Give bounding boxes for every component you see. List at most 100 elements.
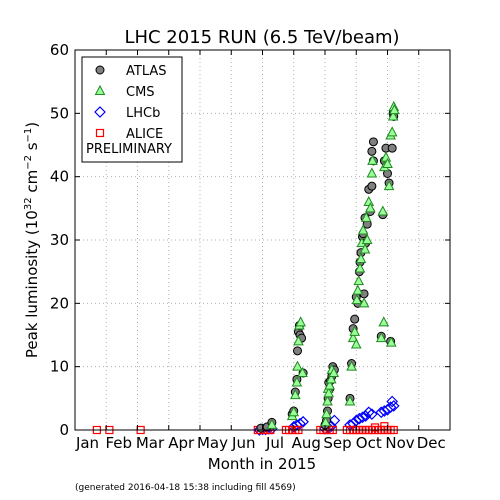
x-tick-labels: Jan Feb Mar Apr May Jun Jul Aug Sep Oct Nov Dec — [75, 434, 446, 452]
data-point-cms — [375, 332, 387, 343]
data-point-lhcb — [359, 410, 372, 422]
data-point-atlas — [293, 346, 302, 356]
legend-box — [81, 56, 183, 163]
y-tick-label: 30 — [50, 231, 69, 249]
data-point-cms — [377, 205, 389, 216]
data-point-atlas — [367, 181, 377, 191]
data-point-lhcb — [362, 406, 375, 419]
data-point-cms — [293, 335, 304, 346]
x-tick-label: Dec — [417, 434, 446, 452]
data-point-cms — [288, 406, 300, 417]
legend-label-cms: CMS — [126, 85, 155, 100]
data-point-cms — [383, 180, 395, 191]
y-tick-label: 50 — [50, 104, 69, 122]
x-tick-label: Feb — [105, 434, 132, 452]
data-point-cms — [321, 408, 332, 419]
x-tick-label: Jan — [75, 434, 99, 452]
data-point-cms — [359, 243, 371, 254]
data-point-lhcb — [366, 408, 378, 421]
data-point-cms — [346, 360, 357, 371]
data-point-lhcb — [387, 400, 400, 412]
data-point-lhcb — [386, 395, 399, 408]
data-point-cms — [351, 294, 363, 305]
data-point-cms — [361, 233, 373, 244]
data-point-cms — [323, 387, 335, 398]
data-point-cms — [266, 418, 278, 429]
data-point-cms — [385, 336, 397, 347]
legend-marker-alice — [95, 128, 105, 138]
data-point-cms — [291, 376, 303, 387]
data-point-lhcb — [356, 411, 369, 424]
data-point-cms — [289, 389, 301, 400]
x-tick-label: Nov — [385, 434, 414, 452]
x-tick-label: Jul — [265, 434, 284, 452]
x-tick-label: Mar — [136, 434, 165, 452]
data-point-lhcb — [353, 412, 366, 425]
x-tick-label: Oct — [356, 434, 382, 452]
data-point-cms — [354, 262, 366, 273]
data-point-cms — [320, 416, 331, 427]
data-point-lhcb — [328, 414, 341, 427]
data-point-cms — [322, 395, 333, 406]
data-point-cms — [344, 395, 356, 406]
data-point-cms — [350, 338, 362, 349]
y-tick-label: 0 — [59, 421, 69, 439]
x-tick-label: Apr — [168, 434, 195, 452]
data-point-alice — [370, 423, 380, 432]
legend-label-atlas: ATLAS — [126, 64, 167, 79]
legend-marker-atlas — [95, 65, 105, 75]
legend-marker-lhcb — [94, 106, 106, 118]
data-point-cms — [295, 316, 306, 327]
legend-label-lhcb: LHCb — [126, 106, 160, 121]
data-point-cms — [349, 325, 361, 336]
x-axis-title: Month in 2015 — [208, 455, 316, 473]
data-point-cms — [355, 252, 367, 263]
data-point-cms — [358, 297, 370, 308]
data-point-cms — [366, 167, 378, 178]
grid-lines — [75, 50, 450, 430]
chart-title: LHC 2015 RUN (6.5 TeV/beam) — [124, 27, 399, 48]
x-tick-label: May — [197, 434, 228, 452]
legend-note: PRELIMINARY — [86, 142, 172, 157]
data-point-cms — [360, 211, 372, 222]
data-point-cms — [352, 284, 364, 295]
data-point-cms — [382, 157, 393, 168]
data-point-atlas — [367, 146, 377, 156]
footnote: (generated 2016-04-18 15:38 including fi… — [75, 483, 296, 493]
data-points — [92, 100, 400, 436]
data-point-cms — [324, 379, 336, 390]
axis-ticks — [75, 49, 450, 431]
data-point-cms — [328, 366, 340, 377]
data-point-atlas — [387, 143, 397, 153]
data-point-cms — [347, 332, 359, 343]
data-point-cms — [389, 104, 400, 115]
data-point-cms — [353, 275, 365, 286]
y-tick-label: 20 — [50, 294, 69, 312]
data-point-cms — [378, 316, 390, 327]
data-point-cms — [325, 373, 337, 384]
data-point-atlas — [368, 137, 378, 147]
data-point-lhcb — [294, 417, 306, 430]
legend: ATLAS CMS LHCb ALICE PRELIMINARY — [81, 56, 183, 163]
legend-marker-cms — [94, 84, 106, 95]
y-tick-label: 10 — [50, 358, 69, 376]
data-point-cms — [297, 366, 308, 377]
data-point-cms — [386, 126, 398, 137]
y-axis-title: Peak luminosity (1032 cm−2 s−1) — [23, 122, 41, 358]
data-point-cms — [357, 224, 369, 235]
x-tick-label: Aug — [292, 434, 321, 452]
x-tick-label: Sep — [323, 434, 351, 452]
data-point-atlas — [350, 314, 360, 324]
data-point-lhcb — [297, 415, 309, 428]
data-point-cms — [292, 360, 303, 371]
data-point-cms — [367, 154, 378, 165]
data-point-lhcb — [375, 406, 388, 419]
y-tick-label: 40 — [50, 168, 69, 186]
legend-label-alice: ALICE — [126, 127, 163, 142]
y-tick-label: 60 — [50, 41, 69, 59]
data-point-cms — [387, 110, 399, 121]
data-point-cms — [364, 202, 376, 213]
y-tick-labels: 0 10 20 30 40 50 60 — [50, 41, 69, 439]
x-tick-label: Jun — [231, 434, 255, 452]
